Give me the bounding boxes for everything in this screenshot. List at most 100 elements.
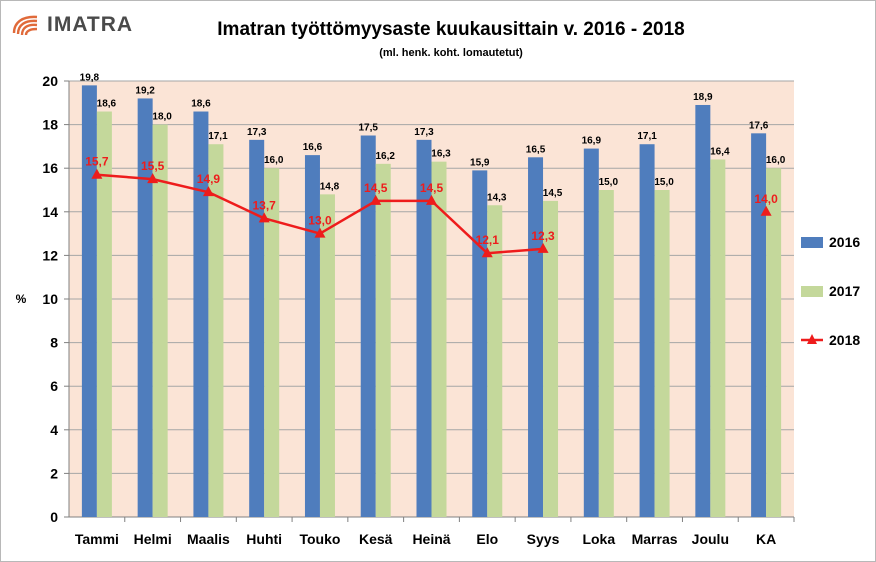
y-tick-label: 10 [42,291,58,307]
line-segment-2018 [430,199,489,255]
legend-swatch-2016 [801,236,823,248]
data-label-2017: 14,5 [543,188,563,199]
line-segment-2018 [263,217,321,235]
bar-2017 [375,163,391,517]
logo-text: IMATRA [47,13,134,36]
y-tick-label: 0 [50,509,58,525]
data-label-2016: 16,9 [582,136,602,147]
x-tick-label: Joulu [692,531,729,547]
data-label-2018: 14,5 [420,181,444,195]
data-label-2018: 13,7 [253,198,277,212]
data-label-2017: 15,0 [599,177,619,188]
bar-2016 [193,111,209,518]
bar-2017 [487,205,503,517]
legend-item-2017: 2017 [801,280,860,302]
data-label-2016: 16,6 [303,142,323,153]
chart-title: Imatran työttömyysaste kuukausittain v. … [217,19,685,40]
x-tick-label: Marras [632,531,678,547]
data-label-2017: 18,0 [152,112,172,123]
legend-label-2016: 2016 [829,234,861,250]
data-label-2018: 15,5 [141,159,165,173]
bar-2017 [543,200,559,517]
legend-label-2018: 2018 [829,332,861,348]
data-label-2016: 19,8 [80,72,100,83]
data-label-2017: 17,1 [208,131,228,142]
data-label-2017: 16,4 [710,146,730,157]
data-label-2016: 16,5 [526,144,546,155]
chart-subtitle: (ml. henk. koht. lomautetut) [379,47,523,59]
bar-2016 [695,104,711,517]
bar-2016 [472,170,488,517]
y-tick-label: 12 [42,247,58,263]
x-tick-label: Syys [527,531,560,547]
y-tick-label: 6 [50,378,58,394]
bar-2016 [360,135,376,517]
legend-item-2018: 2018 [801,329,860,351]
line-segment-2018 [96,173,153,181]
data-label-2016: 18,9 [693,92,713,103]
data-label-2018: 12,1 [476,233,500,247]
data-label-2018: 14,9 [197,172,221,186]
bar-2017 [319,194,335,518]
line-segment-2018 [319,199,377,235]
marker-2018 [370,194,382,205]
y-axis-label: % [16,292,27,306]
x-tick-label: Helmi [134,531,172,547]
marker-2018 [537,242,549,253]
bar-2016 [751,133,767,517]
data-label-2016: 19,2 [135,85,155,96]
data-label-2018: 12,3 [531,229,555,243]
x-tick-label: Heinä [412,531,450,547]
legend-swatch-2018 [801,334,823,344]
bar-2017 [152,124,168,517]
y-tick-label: 14 [42,204,58,220]
data-label-2017: 16,2 [375,151,395,162]
data-label-2016: 17,1 [637,131,657,142]
bar-2016 [249,139,265,518]
data-label-2018: 14,0 [754,192,778,206]
marker-2018 [760,205,772,216]
y-tick-label: 4 [50,422,58,438]
y-tick-label: 2 [50,465,58,481]
data-label-2018: 15,7 [85,155,109,169]
y-tick-label: 20 [42,73,58,89]
y-tick-label: 18 [42,117,58,133]
marker-2018 [481,247,493,258]
x-tick-label: Touko [299,531,340,547]
bar-2016 [81,85,97,518]
x-tick-label: KA [756,531,776,547]
data-label-2018: 13,0 [308,214,332,228]
bar-2016 [583,148,599,517]
x-tick-label: Tammi [75,531,119,547]
bar-2017 [710,159,726,518]
x-tick-label: Huhti [246,531,282,547]
legend-label-2017: 2017 [829,283,861,299]
bar-2016 [416,139,432,518]
marker-2018 [258,212,270,223]
data-label-2016: 18,6 [191,99,211,110]
bar-2017 [96,111,112,518]
bar-2016 [137,98,153,517]
data-label-2016: 17,5 [358,123,378,134]
line-segment-2018 [487,247,544,255]
x-tick-label: Maalis [187,531,230,547]
chart-legend: 2016 2017 2018 [801,231,860,378]
bar-2017 [264,168,280,517]
data-label-2018: 14,5 [364,181,388,195]
data-label-2017: 14,3 [487,192,507,203]
bar-2017 [208,144,224,517]
marker-2018 [91,168,103,179]
marker-2018 [426,194,437,205]
marker-2018 [147,173,159,184]
data-label-2016: 15,9 [470,157,490,168]
legend-swatch-2017 [801,285,823,297]
bar-2017 [431,161,447,517]
bar-2017 [598,190,614,517]
bar-2017 [766,168,782,517]
data-label-2016: 17,6 [749,120,769,131]
bar-2017 [654,190,670,517]
data-label-2017: 16,0 [264,155,284,166]
legend-item-2016: 2016 [801,231,860,253]
